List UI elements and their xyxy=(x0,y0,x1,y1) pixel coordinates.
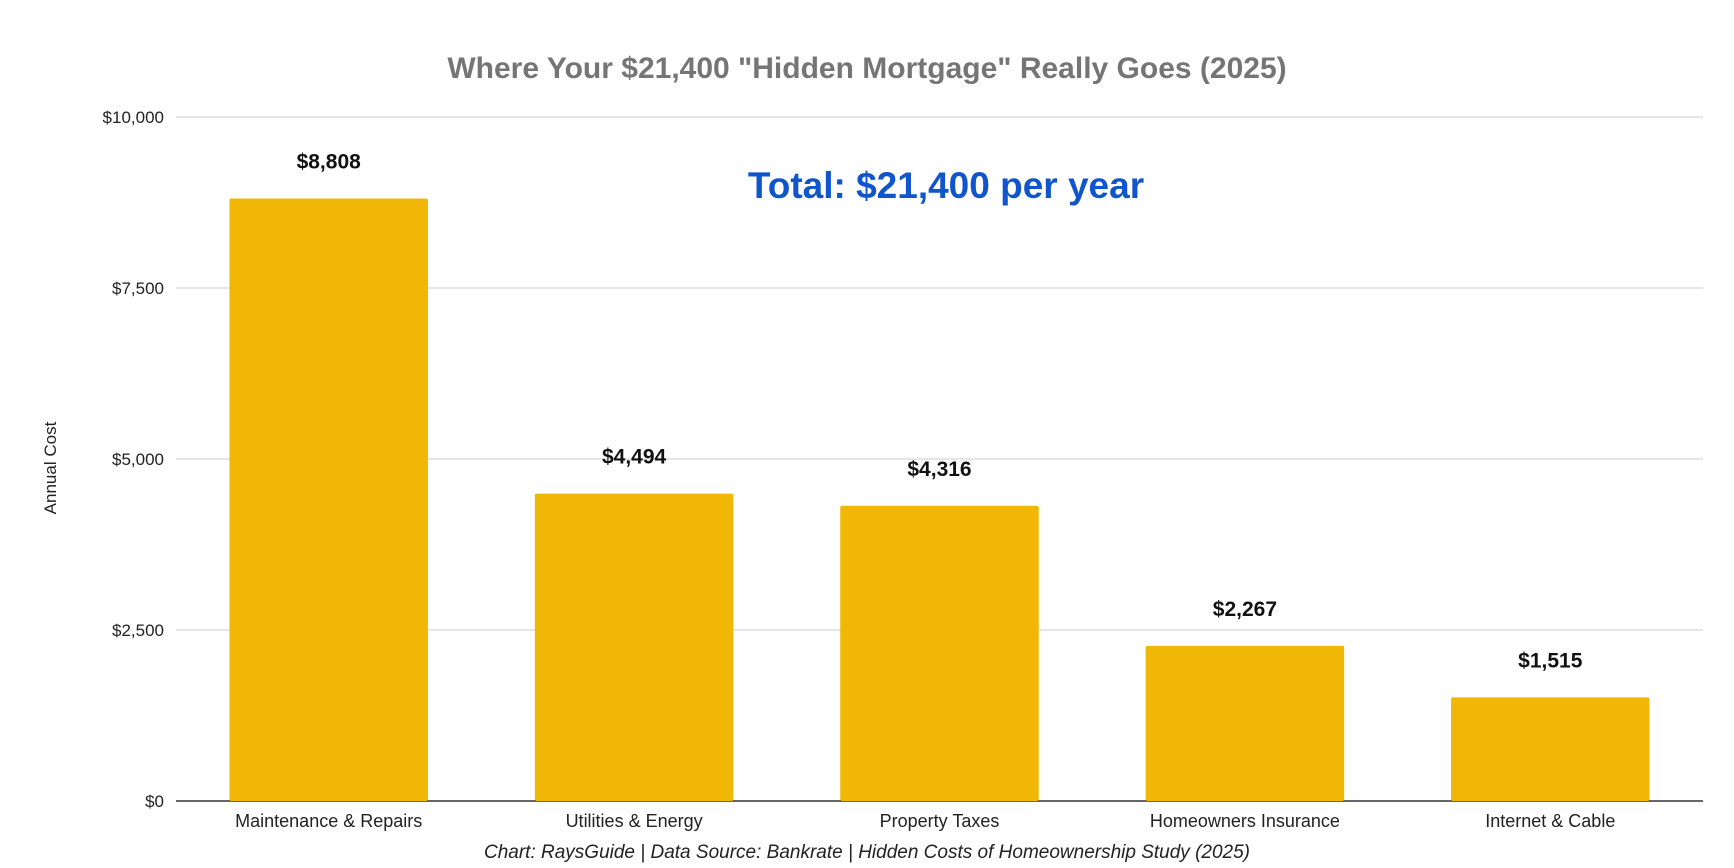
bar xyxy=(534,493,734,801)
data-labels: $8,808 $4,494 $4,316 $2,267 $1,515 xyxy=(297,151,1583,673)
bar xyxy=(229,198,428,801)
chart-title: Where Your $21,400 "Hidden Mortgage" Rea… xyxy=(447,52,1286,85)
x-tick-label: Utilities & Energy xyxy=(566,811,703,831)
x-tick-label: Internet & Cable xyxy=(1485,811,1615,831)
bars xyxy=(229,198,1650,801)
bar-value-label: $4,494 xyxy=(602,446,667,469)
bar-value-label: $2,267 xyxy=(1213,598,1277,621)
y-tick-label: $2,500 xyxy=(112,621,164,640)
y-tick-label: $10,000 xyxy=(103,108,164,127)
bar xyxy=(1451,697,1650,801)
y-tick-label: $0 xyxy=(145,792,164,811)
x-axis-ticks: Maintenance & Repairs Utilities & Energy P… xyxy=(235,811,1615,831)
y-axis-label: Annual Cost xyxy=(41,421,60,514)
bar xyxy=(1145,645,1345,801)
bar-value-label: $8,808 xyxy=(297,151,362,174)
bar-value-label: $1,515 xyxy=(1518,649,1583,672)
total-annotation: Total: $21,400 per year xyxy=(748,165,1144,206)
y-tick-label: $7,500 xyxy=(112,279,164,298)
x-tick-label: Maintenance & Repairs xyxy=(235,811,422,831)
bar-value-label: $4,316 xyxy=(907,458,971,481)
source-note: Chart: RaysGuide | Data Source: Bankrate… xyxy=(484,842,1250,863)
x-tick-label: Homeowners Insurance xyxy=(1150,811,1340,831)
y-tick-label: $5,000 xyxy=(112,450,164,469)
y-axis-ticks: $0 $2,500 $5,000 $7,500 $10,000 xyxy=(103,108,164,811)
x-tick-label: Property Taxes xyxy=(880,811,1000,831)
bar xyxy=(840,505,1039,801)
